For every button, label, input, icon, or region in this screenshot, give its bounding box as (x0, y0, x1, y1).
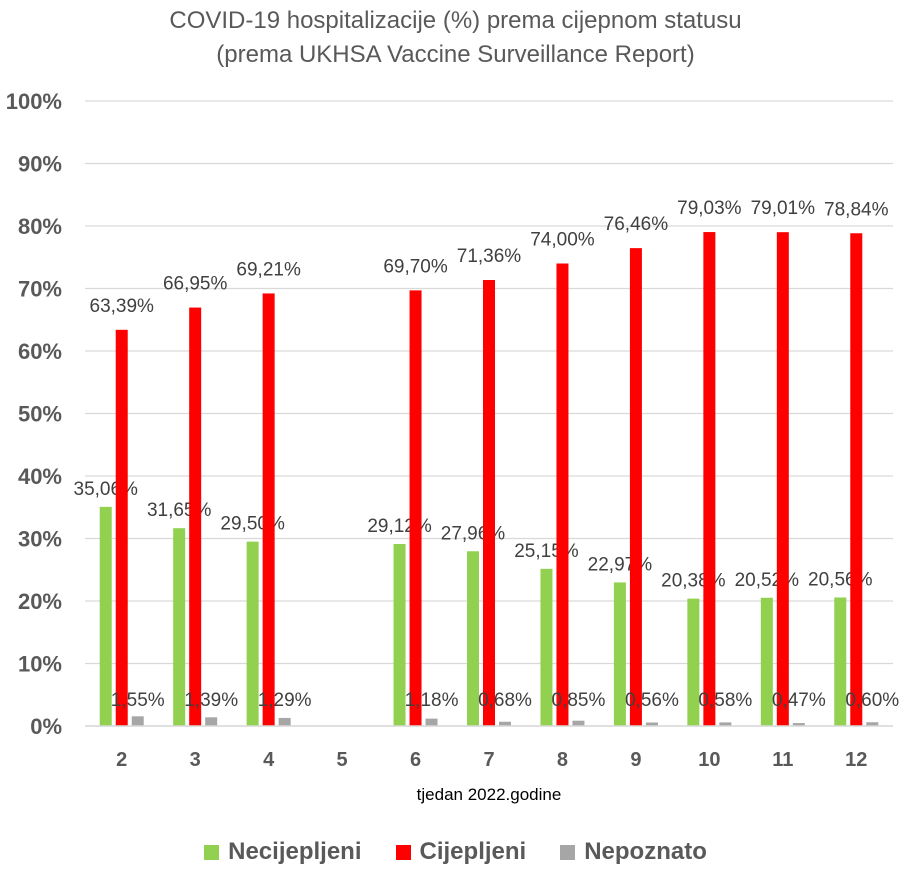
data-label-necijepljeni: 20,38% (661, 571, 726, 592)
bar-nepoznato (792, 723, 805, 726)
legend-swatch-cijepljeni (395, 844, 411, 860)
x-tick-label: 9 (630, 749, 641, 771)
data-label-cijepljeni: 66,95% (163, 274, 228, 295)
data-label-cijepljeni: 79,01% (751, 198, 816, 219)
legend-swatch-necijepljeni (204, 844, 220, 860)
bar-cijepljeni (703, 232, 716, 726)
data-label-nepoznato: 0,85% (552, 690, 606, 711)
bar-cijepljeni (556, 263, 569, 726)
data-label-cijepljeni: 69,70% (383, 256, 448, 277)
data-label-cijepljeni: 63,39% (90, 296, 155, 317)
data-label-necijepljeni: 25,15% (514, 541, 579, 562)
data-label-nepoznato: 0,47% (772, 690, 826, 711)
data-label-nepoznato: 1,39% (184, 690, 238, 711)
x-tick-label: 6 (410, 749, 421, 771)
bar-nepoznato (131, 716, 144, 726)
y-tick-label: 80% (18, 214, 62, 239)
bar-nepoznato (719, 722, 732, 726)
data-label-nepoznato: 0,68% (478, 690, 532, 711)
legend-item-necijepljeni: Necijepljeni (204, 838, 362, 866)
bar-nepoznato (866, 722, 879, 726)
data-label-nepoznato: 0,58% (698, 690, 752, 711)
bar-cijepljeni (850, 233, 863, 726)
bar-nepoznato (425, 718, 438, 726)
data-label-nepoznato: 1,18% (405, 690, 459, 711)
legend-item-nepoznato: Nepoznato (560, 838, 707, 866)
data-label-nepoznato: 0,60% (845, 690, 899, 711)
data-label-necijepljeni: 20,56% (808, 570, 873, 591)
bar-cijepljeni (629, 248, 642, 726)
bar-cijepljeni (189, 307, 202, 726)
y-tick-label: 0% (30, 714, 62, 739)
bar-necijepljeni (687, 598, 700, 726)
bar-cijepljeni (262, 293, 275, 726)
chart-title-block: COVID-19 hospitalizacije (%) prema cijep… (0, 4, 911, 72)
legend-item-cijepljeni: Cijepljeni (395, 838, 527, 866)
x-axis-title: tjedan 2022.godine (417, 785, 562, 804)
bar-necijepljeni (540, 568, 553, 726)
y-tick-label: 40% (18, 464, 62, 489)
data-label-necijepljeni: 27,96% (441, 523, 506, 544)
bar-necijepljeni (173, 528, 186, 726)
data-label-cijepljeni: 69,21% (236, 259, 301, 280)
y-tick-label: 60% (18, 339, 62, 364)
x-tick-label: 10 (698, 749, 720, 771)
x-tick-label: 12 (845, 749, 867, 771)
data-label-cijepljeni: 71,36% (457, 246, 522, 267)
data-label-cijepljeni: 76,46% (604, 214, 669, 235)
bar-cijepljeni (115, 329, 128, 726)
x-tick-label: 8 (557, 749, 568, 771)
chart-title: COVID-19 hospitalizacije (%) prema cijep… (169, 7, 742, 34)
y-tick-label: 70% (18, 277, 62, 302)
data-label-necijepljeni: 35,06% (74, 479, 139, 500)
x-tick-label: 4 (263, 749, 275, 771)
data-label-nepoznato: 1,55% (111, 690, 165, 711)
legend-label-nepoznato: Nepoznato (584, 838, 707, 865)
data-label-necijepljeni: 20,52% (735, 570, 800, 591)
bar-nepoznato (205, 717, 218, 726)
bar-nepoznato (645, 722, 658, 726)
chart-subtitle: (prema UKHSA Vaccine Surveillance Report… (216, 41, 695, 68)
data-label-necijepljeni: 29,12% (367, 516, 432, 537)
data-label-nepoznato: 1,29% (258, 690, 312, 711)
bar-nepoznato (278, 717, 291, 726)
y-tick-label: 90% (18, 152, 62, 177)
legend-swatch-nepoznato (560, 844, 576, 860)
legend: Necijepljeni Cijepljeni Nepoznato (0, 838, 911, 866)
x-tick-label: 2 (116, 749, 127, 771)
data-label-nepoznato: 0,56% (625, 690, 679, 711)
bar-nepoznato (572, 720, 585, 726)
bar-necijepljeni (613, 582, 626, 726)
bar-cijepljeni (776, 232, 789, 726)
data-label-cijepljeni: 74,00% (530, 230, 595, 251)
bar-necijepljeni (99, 506, 112, 726)
bar-necijepljeni (467, 551, 479, 726)
y-tick-label: 100% (6, 89, 62, 114)
data-label-necijepljeni: 29,50% (220, 514, 285, 535)
bar-cijepljeni (483, 280, 495, 726)
y-tick-label: 50% (18, 402, 62, 427)
y-tick-label: 10% (18, 652, 62, 677)
y-tick-label: 30% (18, 527, 62, 552)
bar-necijepljeni (393, 544, 406, 726)
x-tick-label: 7 (483, 749, 494, 771)
y-tick-label: 20% (18, 589, 62, 614)
x-tick-label: 11 (772, 749, 793, 771)
x-tick-label: 3 (190, 749, 201, 771)
data-label-necijepljeni: 31,65% (147, 500, 212, 521)
data-label-cijepljeni: 78,84% (824, 199, 889, 220)
bar-necijepljeni (246, 541, 259, 726)
bar-necijepljeni (834, 597, 847, 726)
data-label-cijepljeni: 79,03% (677, 198, 742, 219)
data-label-necijepljeni: 22,97% (588, 554, 653, 575)
bar-cijepljeni (409, 290, 422, 726)
x-tick-label: 5 (337, 749, 348, 771)
legend-label-cijepljeni: Cijepljeni (419, 838, 527, 865)
legend-label-necijepljeni: Necijepljeni (228, 838, 362, 865)
bar-necijepljeni (760, 597, 773, 726)
bar-nepoznato (499, 721, 511, 726)
